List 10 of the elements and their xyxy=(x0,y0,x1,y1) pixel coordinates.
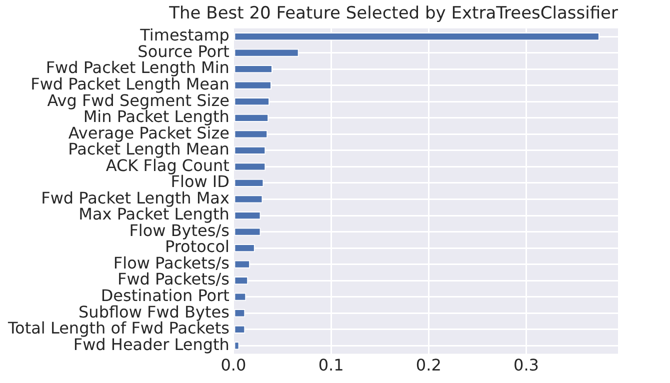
x-tick-label: 0.0 xyxy=(220,356,246,375)
x-tick-label: 0.1 xyxy=(318,356,344,375)
x-tick-label: 0.2 xyxy=(416,356,442,375)
y-tick-label: Fwd Packet Length Min xyxy=(46,58,230,78)
chart-title: The Best 20 Feature Selected by ExtraTreesClassifier xyxy=(168,4,618,24)
y-tick-label: Fwd Packets/s xyxy=(118,270,230,289)
y-tick-label: Timestamp xyxy=(139,26,230,45)
x-tick-label: 0.3 xyxy=(514,356,539,375)
y-tick-label: Fwd Packet Length Max xyxy=(41,188,230,208)
y-tick-label: Flow Packets/s xyxy=(113,253,230,272)
